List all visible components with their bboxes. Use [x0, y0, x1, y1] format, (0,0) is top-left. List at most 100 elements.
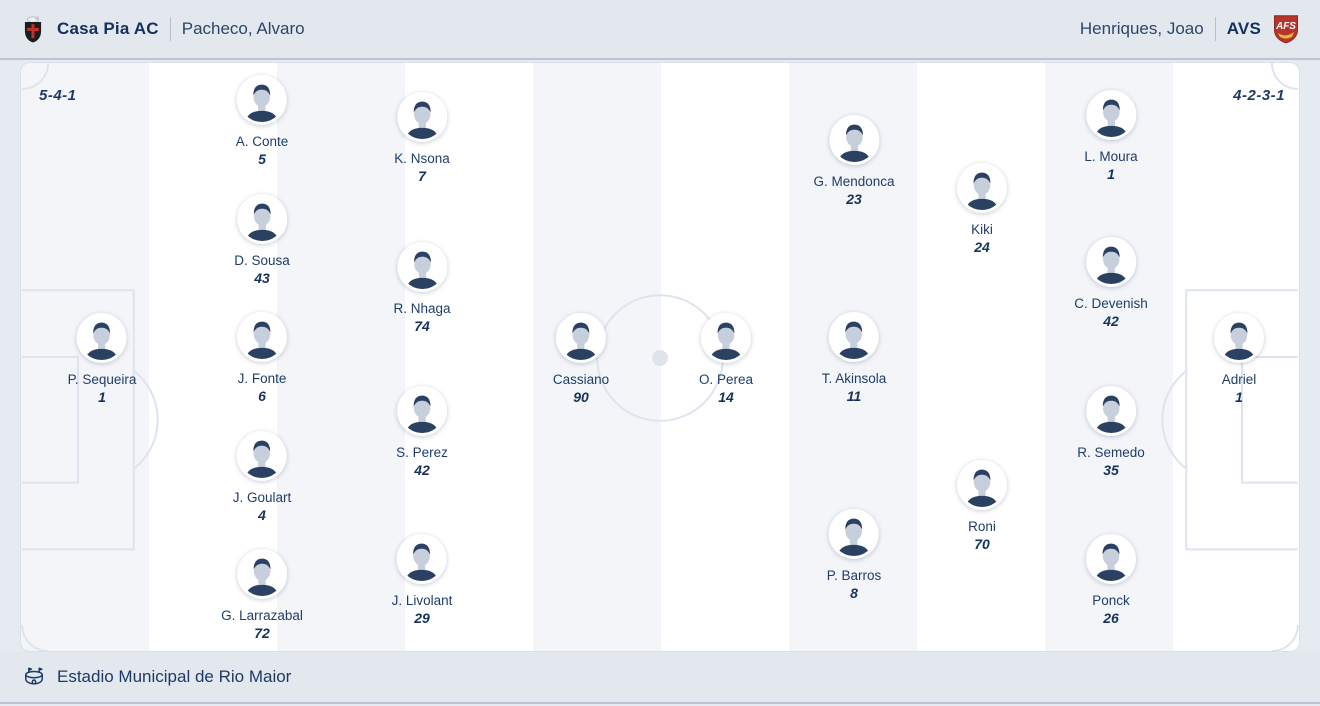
player[interactable]: Adriel 1 [1214, 313, 1264, 407]
player-avatar [237, 75, 287, 125]
player-name: J. Fonte [237, 371, 287, 386]
player-silhouette-icon [239, 552, 284, 596]
player[interactable]: Cassiano 90 [553, 313, 609, 407]
player[interactable]: O. Perea 14 [699, 313, 753, 407]
player-silhouette-icon [831, 118, 876, 162]
player[interactable]: P. Barros 8 [826, 509, 882, 603]
player-silhouette-icon [1089, 537, 1133, 581]
pitch: 5-4-1 4-2-3-1 P. Sequeira 1 A. Conte 5 D. … [20, 62, 1300, 652]
away-team-crest-icon: AFS [1274, 15, 1298, 44]
player-number: 11 [846, 388, 862, 404]
stadium-icon [25, 667, 43, 685]
player-avatar [77, 313, 127, 363]
player-avatar [829, 509, 879, 559]
player-silhouette-icon [960, 166, 1004, 210]
player-avatar [397, 92, 447, 142]
player[interactable]: J. Goulart 4 [232, 431, 292, 525]
player-avatar [1086, 534, 1136, 584]
svg-text:AFS: AFS [1275, 21, 1296, 32]
player-number: 26 [1103, 610, 1119, 626]
player-avatar [828, 115, 879, 165]
home-team-name: Casa Pia AC [57, 19, 159, 38]
home-team-crest-icon [24, 16, 42, 43]
player-silhouette-icon [1217, 316, 1261, 360]
player-number: 29 [414, 610, 430, 626]
player-silhouette-icon [1088, 389, 1133, 433]
player-name: J. Goulart [232, 490, 292, 505]
player-name: P. Barros [826, 568, 882, 583]
away-team-name: AVS [1226, 19, 1261, 38]
player[interactable]: D. Sousa 43 [234, 194, 290, 288]
player-number: 4 [258, 507, 266, 523]
player-avatar [957, 163, 1007, 213]
player[interactable]: G. Larrazabal 72 [221, 549, 303, 643]
away-coach-name: Henriques, Joao [1079, 19, 1204, 38]
player[interactable]: S. Perez 42 [396, 386, 448, 480]
player[interactable]: J. Fonte 6 [237, 312, 287, 406]
player-name: L. Moura [1084, 149, 1138, 164]
player-avatar [397, 386, 447, 436]
player-avatar [237, 312, 287, 362]
match-header: Casa Pia AC Pacheco, Alvaro Henriques, J… [0, 0, 1320, 60]
player[interactable]: K. Nsona 7 [394, 92, 450, 186]
venue-bar: Estadio Municipal de Rio Maior [0, 652, 1320, 704]
home-team-block: Casa Pia AC Pacheco, Alvaro [20, 15, 305, 43]
player-name: Kiki [971, 222, 993, 237]
player[interactable]: T. Akinsola 11 [821, 312, 887, 406]
player-avatar [556, 313, 606, 363]
player-avatar [1085, 237, 1136, 287]
player[interactable]: Ponck 26 [1086, 534, 1136, 628]
player-name: D. Sousa [234, 253, 290, 268]
home-coach-name: Pacheco, Alvaro [181, 19, 305, 38]
player-name: Cassiano [552, 372, 610, 387]
player[interactable]: J. Livolant 29 [391, 534, 453, 628]
player-number: 14 [718, 389, 734, 405]
player-silhouette-icon [831, 315, 876, 359]
player-number: 8 [850, 585, 858, 601]
player[interactable]: R. Semedo 35 [1077, 386, 1145, 480]
player-avatar [236, 549, 287, 599]
player-name: T. Akinsola [821, 371, 887, 386]
player-number: 42 [1103, 313, 1119, 329]
away-formation-label: 4-2-3-1 [1233, 87, 1285, 104]
player-number: 7 [418, 168, 426, 184]
player-number: 43 [254, 270, 270, 286]
player-name: R. Semedo [1077, 445, 1145, 460]
player-name: G. Larrazabal [221, 608, 303, 623]
player-name: Ponck [1092, 593, 1130, 608]
player-silhouette-icon [704, 316, 748, 360]
player-number: 72 [254, 625, 270, 641]
player-silhouette-icon [399, 245, 444, 289]
player-silhouette-icon [1088, 240, 1133, 284]
player[interactable]: Roni 70 [957, 460, 1007, 554]
player[interactable]: R. Nhaga 74 [393, 242, 451, 336]
player-name: Adriel [1221, 372, 1257, 387]
player-number: 24 [974, 239, 990, 255]
player-avatar [396, 534, 447, 584]
player-avatar [237, 194, 287, 244]
player-name: K. Nsona [394, 151, 450, 166]
player-silhouette-icon [832, 512, 876, 556]
player-name: Roni [968, 519, 996, 534]
player-name: J. Livolant [391, 593, 453, 608]
home-formation-label: 5-4-1 [39, 87, 77, 104]
venue-name: Estadio Municipal de Rio Maior [57, 667, 292, 686]
player-name: C. Devenish [1074, 296, 1148, 311]
player-avatar [957, 460, 1007, 510]
player[interactable]: A. Conte 5 [236, 75, 288, 169]
player[interactable]: C. Devenish 42 [1074, 237, 1148, 331]
player-silhouette-icon [399, 537, 444, 581]
player-number: 1 [98, 389, 106, 405]
away-team-block: Henriques, Joao AVS AFS [1080, 14, 1300, 44]
player-number: 1 [1107, 166, 1115, 182]
player[interactable]: G. Mendonca 23 [813, 115, 895, 209]
player-number: 35 [1103, 462, 1119, 478]
player-number: 6 [258, 388, 266, 404]
player[interactable]: L. Moura 1 [1084, 90, 1138, 184]
player-name: O. Perea [698, 372, 754, 387]
player-silhouette-icon [1089, 93, 1133, 137]
player-silhouette-icon [80, 316, 124, 360]
player-number: 1 [1235, 389, 1243, 405]
player[interactable]: Kiki 24 [957, 163, 1007, 257]
player[interactable]: P. Sequeira 1 [68, 313, 136, 407]
